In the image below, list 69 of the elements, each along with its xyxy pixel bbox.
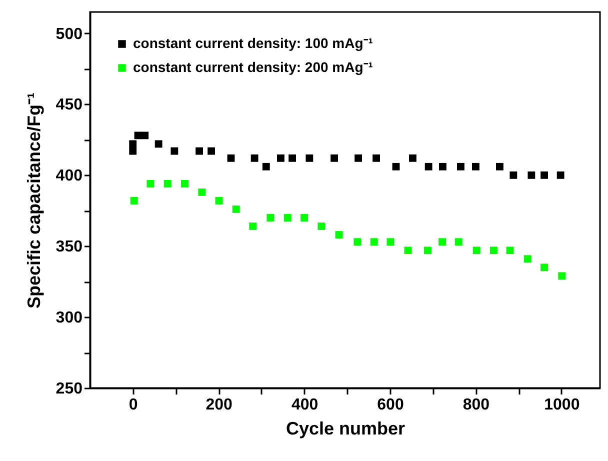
point xyxy=(558,272,566,280)
point xyxy=(372,154,380,162)
y-tick-label: 500 xyxy=(56,26,83,43)
point xyxy=(232,206,240,213)
point xyxy=(170,147,178,155)
y-tick-label: 300 xyxy=(56,310,83,327)
point xyxy=(454,238,462,246)
point xyxy=(130,197,138,204)
point xyxy=(277,154,284,162)
point xyxy=(386,238,394,246)
x-tick-label: 1000 xyxy=(544,396,580,414)
point xyxy=(208,147,215,155)
point xyxy=(457,162,464,170)
y-tick-label: 250 xyxy=(56,380,83,398)
point xyxy=(250,154,258,162)
point xyxy=(196,147,203,155)
point xyxy=(227,154,235,162)
y-tick-label: 450 xyxy=(56,96,83,114)
point xyxy=(409,154,416,162)
point xyxy=(424,162,432,170)
point xyxy=(249,222,257,230)
point xyxy=(354,154,362,162)
point xyxy=(524,255,532,263)
point xyxy=(540,264,548,272)
x-tick-label: 400 xyxy=(291,396,318,414)
point xyxy=(370,238,378,246)
point xyxy=(300,214,308,222)
point xyxy=(496,162,504,170)
x-tick-label: 0 xyxy=(128,396,138,414)
point xyxy=(262,162,270,170)
legend-label: constant current density: 100 mAg⁻¹ xyxy=(133,35,374,51)
y-tick-label: 400 xyxy=(56,168,83,185)
point xyxy=(404,246,412,254)
point xyxy=(438,238,446,246)
point xyxy=(129,140,137,148)
x-tick-label: 800 xyxy=(462,396,490,414)
point xyxy=(129,147,137,155)
point xyxy=(424,246,432,254)
point xyxy=(146,180,154,188)
point xyxy=(306,154,314,162)
x-tick-label: 200 xyxy=(206,396,233,414)
point xyxy=(472,162,480,170)
point xyxy=(215,197,223,204)
point xyxy=(472,246,480,254)
y-tick-label: 350 xyxy=(56,238,83,256)
point xyxy=(284,214,292,222)
point xyxy=(510,171,518,179)
point xyxy=(540,171,548,179)
point xyxy=(266,214,274,222)
x-axis-title: Cycle number xyxy=(286,418,406,438)
point xyxy=(141,132,149,140)
point xyxy=(198,188,206,196)
point xyxy=(506,246,514,254)
x-tick-label: 600 xyxy=(377,396,404,414)
point xyxy=(354,238,362,246)
point xyxy=(318,222,326,230)
point xyxy=(439,162,446,170)
point xyxy=(330,154,338,162)
point xyxy=(164,180,172,188)
point xyxy=(154,140,162,148)
point xyxy=(556,171,564,179)
point xyxy=(528,171,536,179)
point xyxy=(181,180,188,188)
point xyxy=(490,246,498,254)
point xyxy=(288,154,296,162)
point xyxy=(392,162,400,170)
point xyxy=(335,231,343,238)
y-axis-title: Specific capacitance/Fg⁻¹ xyxy=(24,92,44,309)
legend-label: constant current density: 200 mAg⁻¹ xyxy=(133,59,374,75)
